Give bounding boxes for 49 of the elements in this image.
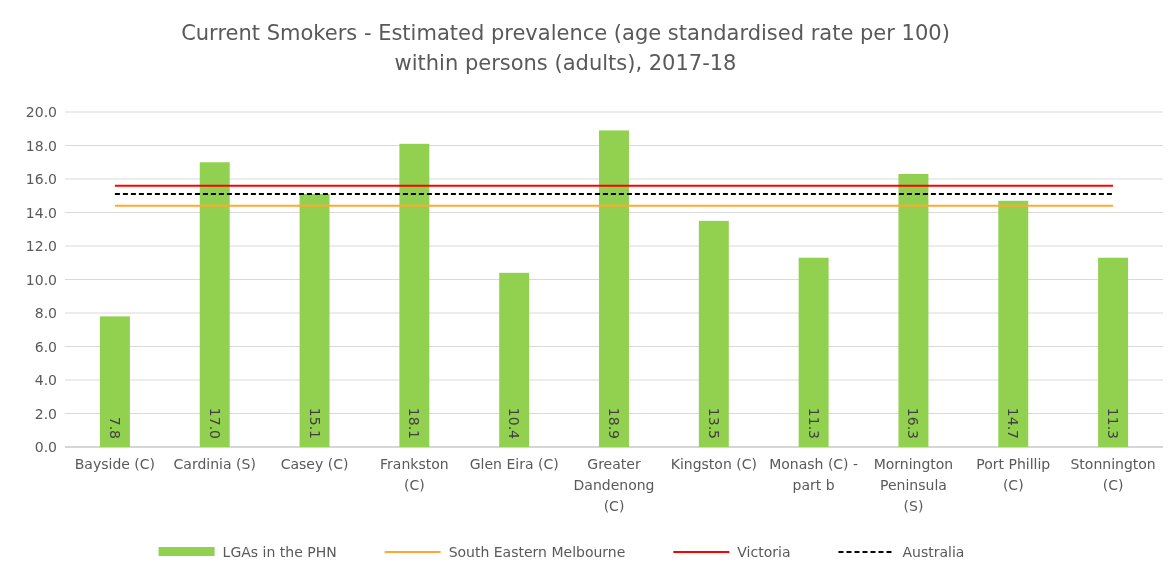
y-tick-label: 10.0 (25, 271, 57, 288)
data-label: 11.3 (805, 407, 822, 439)
legend-label: Australia (902, 544, 965, 560)
legend-label: Victoria (737, 544, 791, 560)
data-label: 18.9 (606, 407, 622, 439)
y-tick-label: 0.0 (34, 439, 57, 455)
chart-title: Current Smokers - Estimated prevalence (age standardised rate per 100) within persons (adults), 2017-18 (181, 21, 950, 75)
y-tick-label: 18.0 (25, 137, 57, 154)
bar (99, 316, 130, 447)
x-tick-label: Bayside (C) (74, 456, 156, 472)
y-tick-label: 20.0 (25, 104, 57, 120)
data-label: 13.5 (705, 407, 722, 439)
x-tick-label: Stonnington (C) (1070, 456, 1156, 493)
data-label: 17.0 (206, 407, 223, 439)
y-tick-label: 2.0 (34, 405, 57, 422)
data-label: 18.1 (406, 407, 423, 439)
data-label: 16.3 (905, 407, 922, 439)
y-tick-label: 4.0 (34, 372, 57, 388)
x-tick-label: Glen Eira (C) (469, 456, 559, 472)
bar (499, 272, 530, 447)
x-tick-label: Kingston (C) (670, 456, 757, 472)
bar (299, 194, 330, 447)
legend-label: LGAs in the PHN (222, 544, 337, 560)
bar (1098, 257, 1129, 447)
bar (998, 200, 1029, 447)
y-tick-label: 12.0 (25, 238, 57, 254)
bar (599, 130, 629, 447)
bar (199, 162, 230, 447)
x-tick-label: Cardinia (S) (173, 456, 256, 472)
data-label: 11.3 (1105, 407, 1122, 439)
bar (698, 220, 729, 447)
bar (898, 173, 929, 447)
x-tick-label: Monash (C) - part b (769, 456, 859, 493)
y-tick-label: 16.0 (25, 171, 57, 187)
x-tick-label: Port Phillip (C) (976, 456, 1051, 493)
y-tick-label: 8.0 (34, 305, 57, 321)
x-tick-label: Greater Dandenong (C) (573, 456, 655, 514)
x-tick-label: Frankston (C) (380, 456, 449, 493)
data-label: 15.1 (306, 407, 323, 439)
x-tick-label: Mornington Peninsula (S) (873, 456, 954, 514)
x-tick-label: Casey (C) (280, 456, 349, 472)
bar (399, 143, 430, 447)
data-label: 10.4 (506, 407, 523, 440)
data-label: 14.7 (1005, 407, 1022, 439)
legend-label: South Eastern Melbourne (448, 544, 626, 560)
y-tick-label: 6.0 (34, 338, 57, 355)
bar (798, 257, 829, 447)
y-tick-label: 14.0 (25, 204, 57, 221)
data-label: 7.8 (106, 416, 123, 439)
